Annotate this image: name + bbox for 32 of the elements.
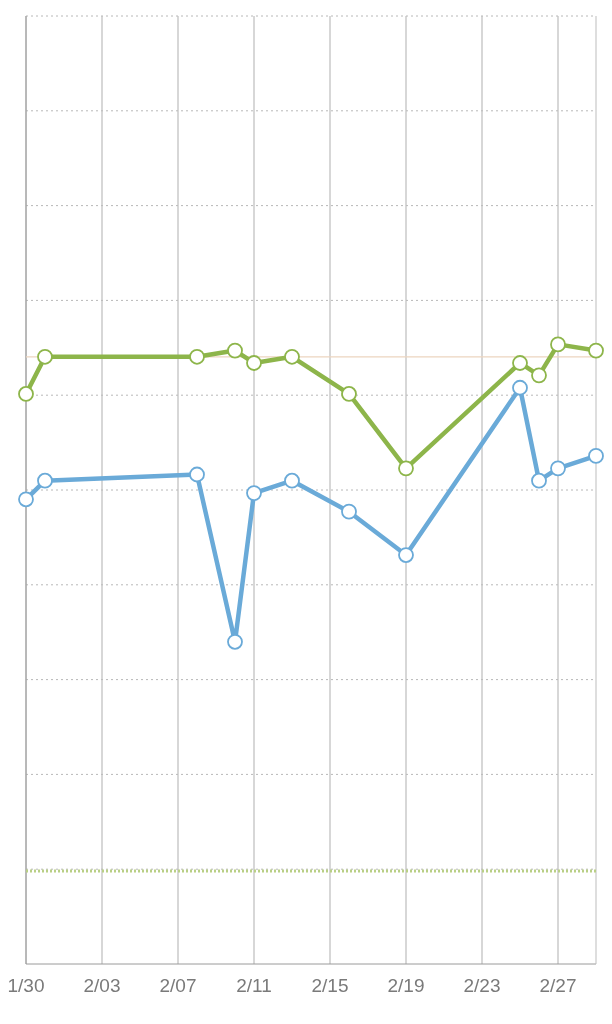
point (398, 460, 414, 477)
point (227, 342, 243, 359)
x-tick-label: 2/19 (387, 975, 425, 996)
x-tick-label: 1/30 (7, 975, 45, 996)
point (284, 348, 300, 365)
point (531, 472, 547, 489)
point (398, 547, 414, 563)
x-tick-label: 2/15 (311, 975, 349, 996)
point (18, 386, 34, 402)
point (588, 342, 604, 359)
point (341, 503, 357, 520)
x-tick-label: 2/03 (83, 975, 121, 996)
point (550, 460, 566, 477)
point (531, 367, 547, 384)
point (588, 448, 604, 464)
point (341, 386, 357, 402)
point (37, 472, 53, 489)
point (246, 355, 262, 371)
x-tick-label: 2/11 (236, 975, 272, 996)
point (37, 348, 53, 365)
x-tick-label: 2/07 (159, 975, 197, 996)
x-tick-label: 2/23 (463, 975, 501, 996)
point (227, 633, 243, 650)
point (18, 491, 34, 508)
point (189, 348, 205, 365)
point (550, 336, 566, 353)
point (512, 379, 528, 396)
point (189, 466, 205, 483)
point (512, 355, 528, 371)
x-tick-label: 2/27 (539, 975, 577, 996)
point (246, 485, 262, 501)
point (284, 472, 300, 489)
